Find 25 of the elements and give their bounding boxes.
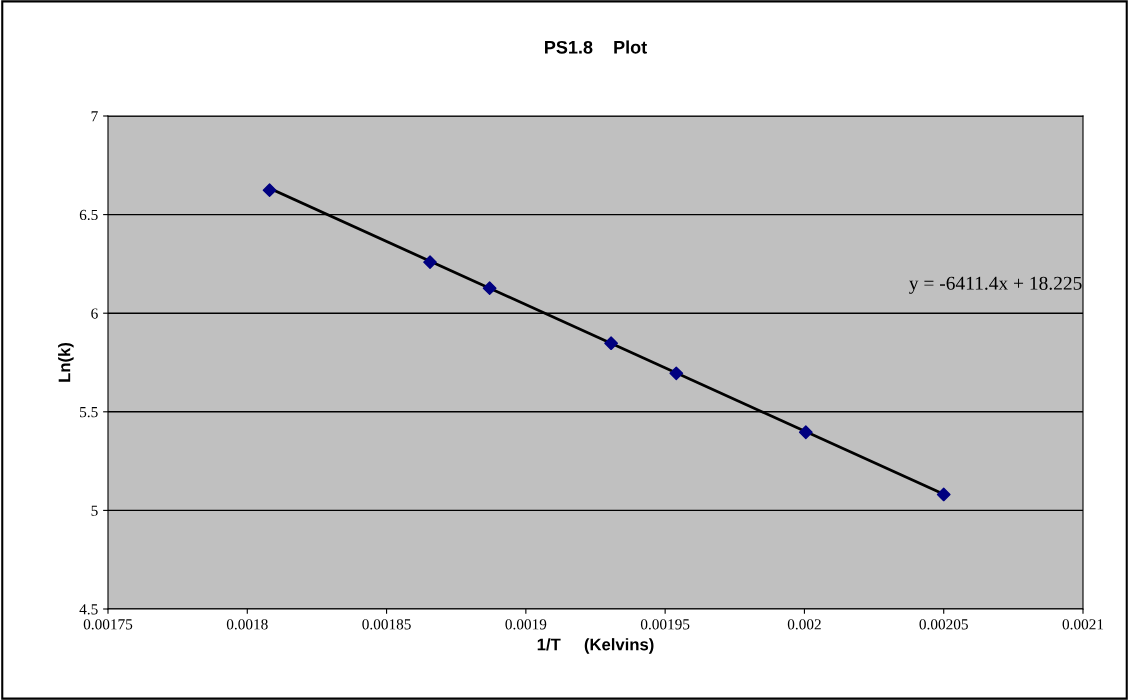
point bbox=[482, 281, 497, 296]
point bbox=[423, 255, 437, 270]
chart-title: PS1.8 Plot bbox=[545, 40, 647, 54]
y-tick-label: 6 bbox=[91, 308, 98, 319]
y-tick-label: 4.5 bbox=[79, 604, 98, 615]
x-tick-label: 0.002 bbox=[787, 619, 821, 630]
x-tick-label: 0.0018 bbox=[226, 619, 268, 630]
x-tick-label: 0.00185 bbox=[362, 619, 411, 630]
x-tick-label: 0.00195 bbox=[640, 619, 690, 630]
x-tick-label: 0.0021 bbox=[1062, 619, 1104, 630]
point bbox=[604, 336, 619, 351]
y-tick-label: 5 bbox=[91, 505, 98, 516]
y-tick-label: 7 bbox=[91, 111, 98, 122]
x-tick-label: 0.0019 bbox=[505, 619, 547, 630]
point bbox=[669, 366, 684, 381]
x-tick-label: 0.00175 bbox=[83, 619, 133, 630]
point bbox=[798, 425, 813, 440]
x-axis-title: 1/T (Kelvins) bbox=[537, 638, 654, 654]
point bbox=[262, 183, 277, 198]
y-axis-title: Ln(k) bbox=[58, 342, 74, 382]
y-tick-label: 6.5 bbox=[79, 209, 98, 221]
point bbox=[936, 487, 951, 502]
y-tick-label: 5.5 bbox=[80, 407, 98, 418]
x-tick-label: 0.00205 bbox=[919, 619, 968, 630]
annotation: y = -6411.4x + 18.225 bbox=[909, 276, 1082, 294]
